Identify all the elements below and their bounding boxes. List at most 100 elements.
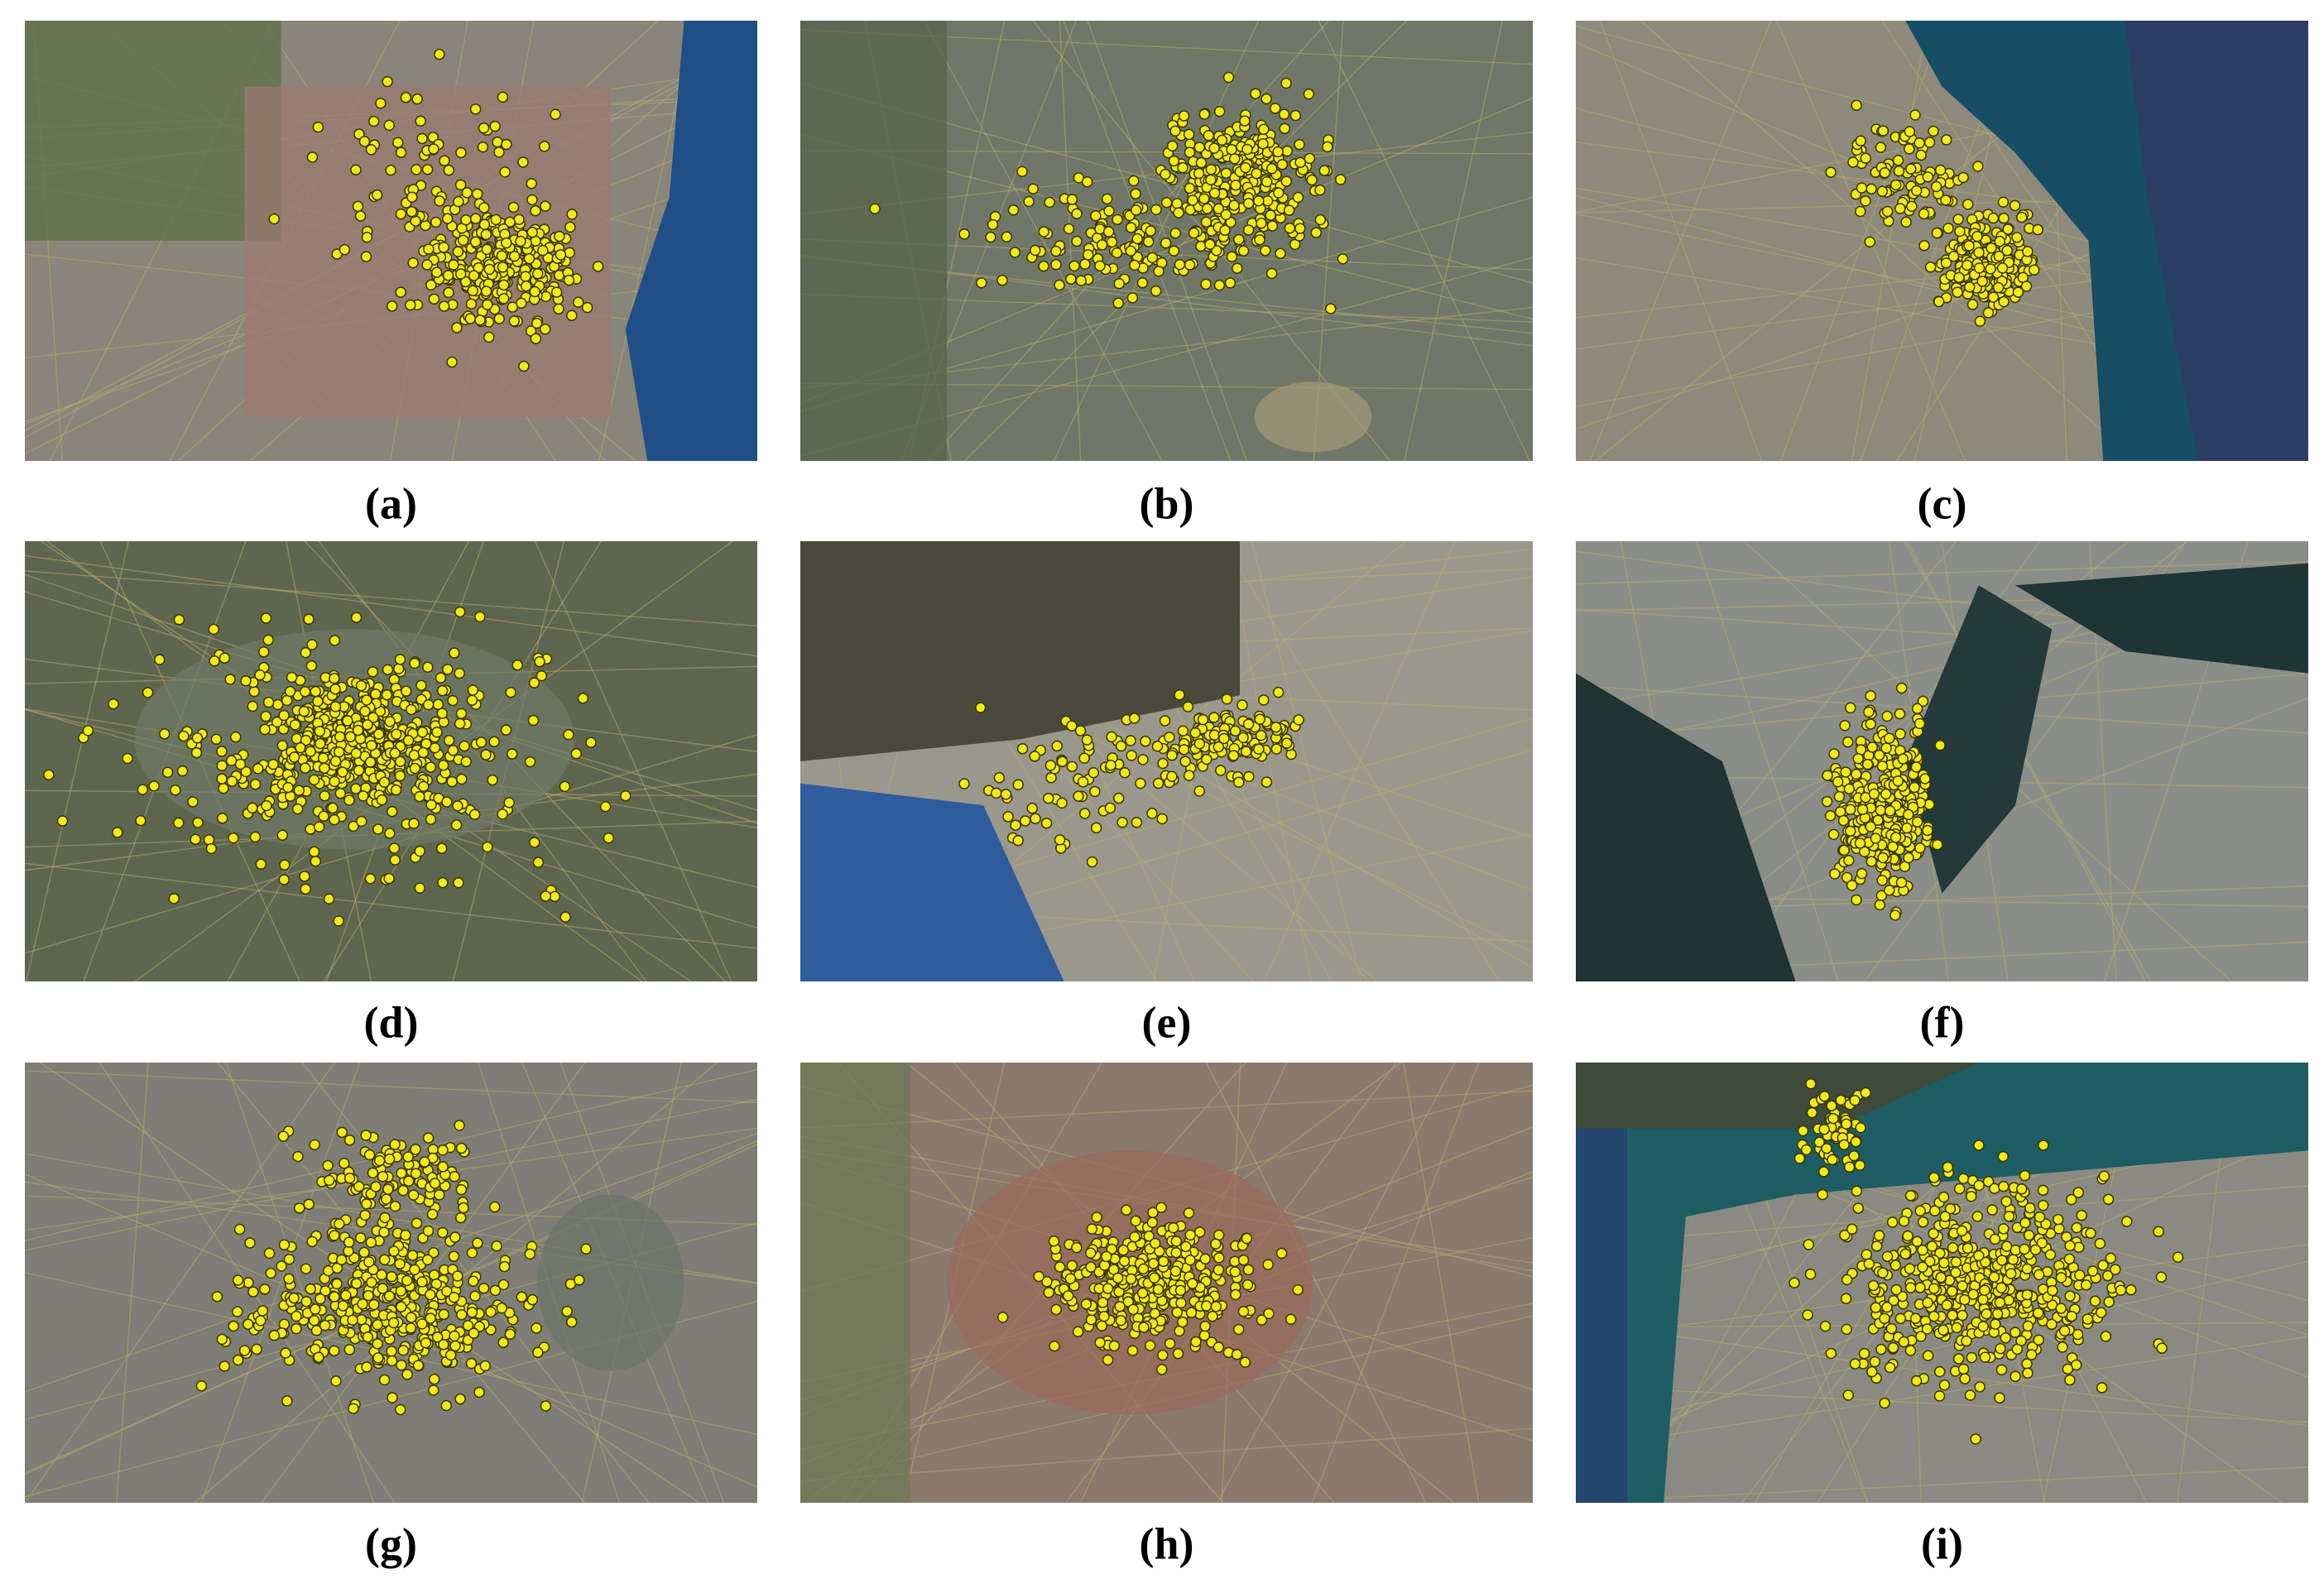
location-marker — [1911, 703, 1923, 715]
location-marker — [1232, 262, 1243, 274]
location-marker — [1220, 209, 1232, 221]
location-marker — [487, 774, 498, 786]
location-marker — [1928, 1172, 1940, 1183]
location-marker — [1973, 262, 1985, 274]
location-marker — [454, 606, 466, 618]
location-marker — [1177, 725, 1189, 737]
location-marker — [1981, 1308, 1992, 1320]
location-marker — [1854, 837, 1866, 849]
location-marker — [453, 877, 464, 889]
location-marker — [1910, 761, 1923, 773]
location-marker — [1874, 899, 1886, 911]
location-marker — [497, 808, 508, 820]
location-marker — [1991, 1308, 2004, 1320]
location-marker — [1111, 247, 1123, 259]
location-marker — [1201, 753, 1212, 765]
location-marker — [1826, 1100, 1837, 1111]
location-marker — [1159, 715, 1171, 727]
location-marker — [161, 766, 174, 778]
location-marker — [1911, 185, 1923, 197]
road — [1576, 560, 2308, 585]
location-marker — [497, 293, 510, 305]
location-marker — [1940, 257, 1952, 269]
road — [923, 21, 1163, 461]
location-marker — [437, 760, 449, 771]
location-marker — [1157, 1349, 1169, 1361]
location-marker — [1875, 1343, 1887, 1355]
location-marker — [1986, 1204, 1998, 1216]
location-marker — [1048, 1235, 1060, 1247]
location-marker — [1954, 225, 1966, 238]
location-marker — [1178, 110, 1190, 122]
location-marker — [415, 679, 427, 691]
location-marker — [1866, 1365, 1878, 1378]
location-marker — [1965, 1191, 1977, 1202]
location-marker — [1007, 204, 1020, 216]
location-marker — [1867, 1279, 1880, 1292]
location-marker — [1019, 815, 1031, 827]
map-panel — [800, 541, 1533, 981]
location-marker — [255, 858, 267, 871]
location-marker — [387, 1392, 398, 1403]
location-marker — [1113, 792, 1125, 804]
location-marker — [1863, 706, 1875, 718]
location-marker — [1253, 743, 1265, 756]
location-marker — [431, 1331, 444, 1343]
location-marker — [1130, 1215, 1142, 1227]
location-marker — [1270, 103, 1281, 114]
location-marker — [310, 685, 322, 698]
location-marker — [1193, 167, 1205, 180]
location-marker — [1933, 1390, 1946, 1402]
location-marker — [467, 285, 479, 297]
location-marker — [1169, 1265, 1182, 1277]
location-marker — [1075, 275, 1088, 286]
location-marker — [1091, 1212, 1102, 1223]
location-marker — [1813, 1136, 1826, 1149]
location-marker — [459, 276, 472, 288]
location-marker — [1085, 1314, 1097, 1326]
location-marker — [1117, 1245, 1130, 1256]
location-marker — [504, 1328, 516, 1341]
location-marker — [1934, 1247, 1946, 1260]
location-marker — [480, 228, 492, 241]
road — [800, 1090, 1533, 1129]
location-marker — [1881, 1250, 1894, 1263]
location-marker — [1086, 856, 1098, 868]
location-marker — [406, 191, 418, 203]
location-marker — [456, 1308, 468, 1321]
location-marker — [441, 796, 453, 808]
location-marker — [1155, 1202, 1167, 1213]
location-marker — [306, 1236, 318, 1248]
location-marker — [1094, 1336, 1106, 1349]
location-marker — [1873, 749, 1885, 761]
location-marker — [2005, 1268, 2017, 1279]
location-marker — [409, 762, 421, 775]
location-marker — [395, 1301, 407, 1312]
location-marker — [396, 1167, 407, 1179]
location-marker — [370, 1181, 382, 1192]
location-marker — [1901, 822, 1913, 834]
location-marker — [474, 611, 486, 623]
location-marker — [565, 1316, 578, 1328]
location-marker — [603, 832, 615, 844]
location-marker — [190, 746, 203, 759]
location-marker — [1260, 93, 1272, 105]
location-marker — [1148, 1272, 1160, 1284]
location-marker — [2012, 286, 2024, 298]
location-marker — [456, 773, 468, 785]
location-marker — [1097, 1297, 1109, 1308]
location-marker — [56, 815, 69, 827]
panel-label: (i) — [1921, 1519, 1963, 1568]
location-marker — [315, 1293, 326, 1305]
location-marker — [468, 1275, 479, 1287]
location-marker — [400, 92, 412, 103]
location-marker — [1903, 852, 1914, 864]
location-marker — [1096, 239, 1108, 251]
location-marker — [1180, 1240, 1192, 1253]
location-marker — [329, 1230, 340, 1241]
location-marker — [1930, 180, 1942, 193]
location-marker — [869, 203, 881, 214]
location-marker — [2064, 1374, 2076, 1386]
location-marker — [507, 201, 520, 214]
location-marker — [1150, 285, 1162, 297]
